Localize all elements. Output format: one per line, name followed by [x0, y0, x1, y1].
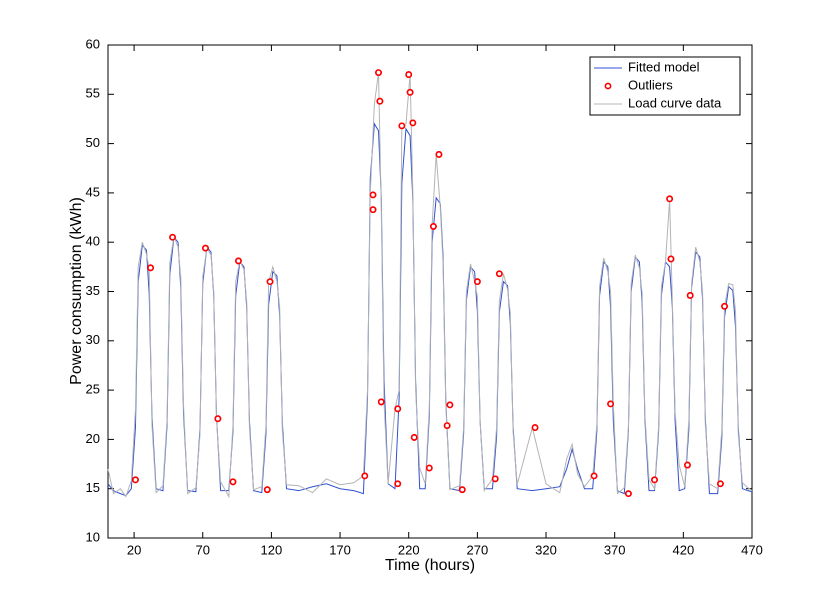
outlier-point	[425, 464, 433, 472]
outlier-point	[235, 257, 242, 265]
outlier-point	[495, 270, 503, 278]
legend-marker	[604, 82, 612, 90]
legend-label: Load curve data	[628, 95, 722, 110]
outlier-point	[202, 244, 209, 252]
outlier-point	[473, 278, 481, 286]
outlier-point	[531, 424, 539, 431]
outlier-point	[721, 302, 728, 310]
outlier-point	[435, 151, 443, 158]
outlier-point	[491, 475, 499, 483]
y-tick-label: 10	[86, 529, 100, 544]
y-tick-label: 60	[86, 36, 100, 51]
outlier-point	[717, 480, 724, 488]
outlier-point	[214, 415, 222, 423]
outlier-point	[607, 400, 614, 408]
legend-label: Outliers	[628, 77, 673, 92]
x-tick-label: 20	[127, 542, 141, 557]
outlier-point	[376, 97, 384, 105]
x-tick-label: 170	[329, 542, 351, 557]
x-tick-label: 370	[604, 542, 626, 557]
y-axis-label: Power consumption (kWh)	[68, 197, 85, 385]
x-tick-label: 420	[672, 542, 694, 557]
outlier-point	[443, 422, 451, 429]
legend-label: Fitted model	[628, 59, 700, 74]
y-tick-label: 20	[86, 431, 100, 446]
outlier-point	[377, 398, 385, 406]
outlier-point	[666, 195, 674, 203]
y-tick-label: 45	[86, 184, 100, 199]
outlier-point	[369, 191, 377, 199]
plot-frame	[107, 44, 753, 539]
outlier-point	[369, 206, 377, 214]
data-line	[107, 72, 753, 499]
legend-box	[589, 56, 741, 116]
outlier-point	[405, 71, 413, 78]
x-tick-label: 220	[398, 542, 420, 557]
x-tick-label: 470	[741, 542, 763, 557]
outlier-point	[394, 480, 402, 488]
y-tick-label: 50	[86, 135, 100, 150]
y-tick-label: 40	[86, 234, 100, 249]
y-tick-label: 25	[86, 382, 100, 397]
outlier-point	[398, 122, 406, 130]
y-tick-label: 15	[86, 480, 100, 495]
outlier-point	[410, 434, 418, 441]
outlier-point	[409, 119, 417, 127]
x-tick-label: 320	[535, 542, 557, 557]
y-tick-label: 30	[86, 332, 100, 347]
outlier-point	[651, 476, 658, 484]
outlier-point	[446, 401, 454, 409]
outlier-point	[394, 405, 402, 413]
outlier-point	[361, 472, 369, 480]
outlier-point	[266, 278, 274, 286]
y-tick-label: 35	[86, 283, 100, 298]
outlier-point	[686, 292, 694, 299]
x-axis-label: Time (hours)	[385, 557, 475, 574]
outlier-point	[590, 472, 598, 480]
outlier-point	[132, 476, 139, 484]
outlier-point	[169, 233, 176, 241]
x-tick-label: 70	[196, 542, 210, 557]
outlier-point	[625, 490, 632, 498]
outlier-point	[147, 264, 154, 272]
outlier-point	[458, 486, 466, 494]
outlier-point	[263, 486, 271, 494]
outlier-point	[667, 255, 675, 263]
x-tick-label: 120	[261, 542, 283, 557]
x-tick-label: 270	[467, 542, 489, 557]
outlier-point	[375, 69, 382, 77]
outlier-point	[406, 88, 414, 96]
outlier-point	[684, 461, 691, 469]
outlier-point	[229, 478, 237, 486]
outlier-point	[430, 223, 437, 230]
y-tick-label: 55	[86, 86, 100, 101]
